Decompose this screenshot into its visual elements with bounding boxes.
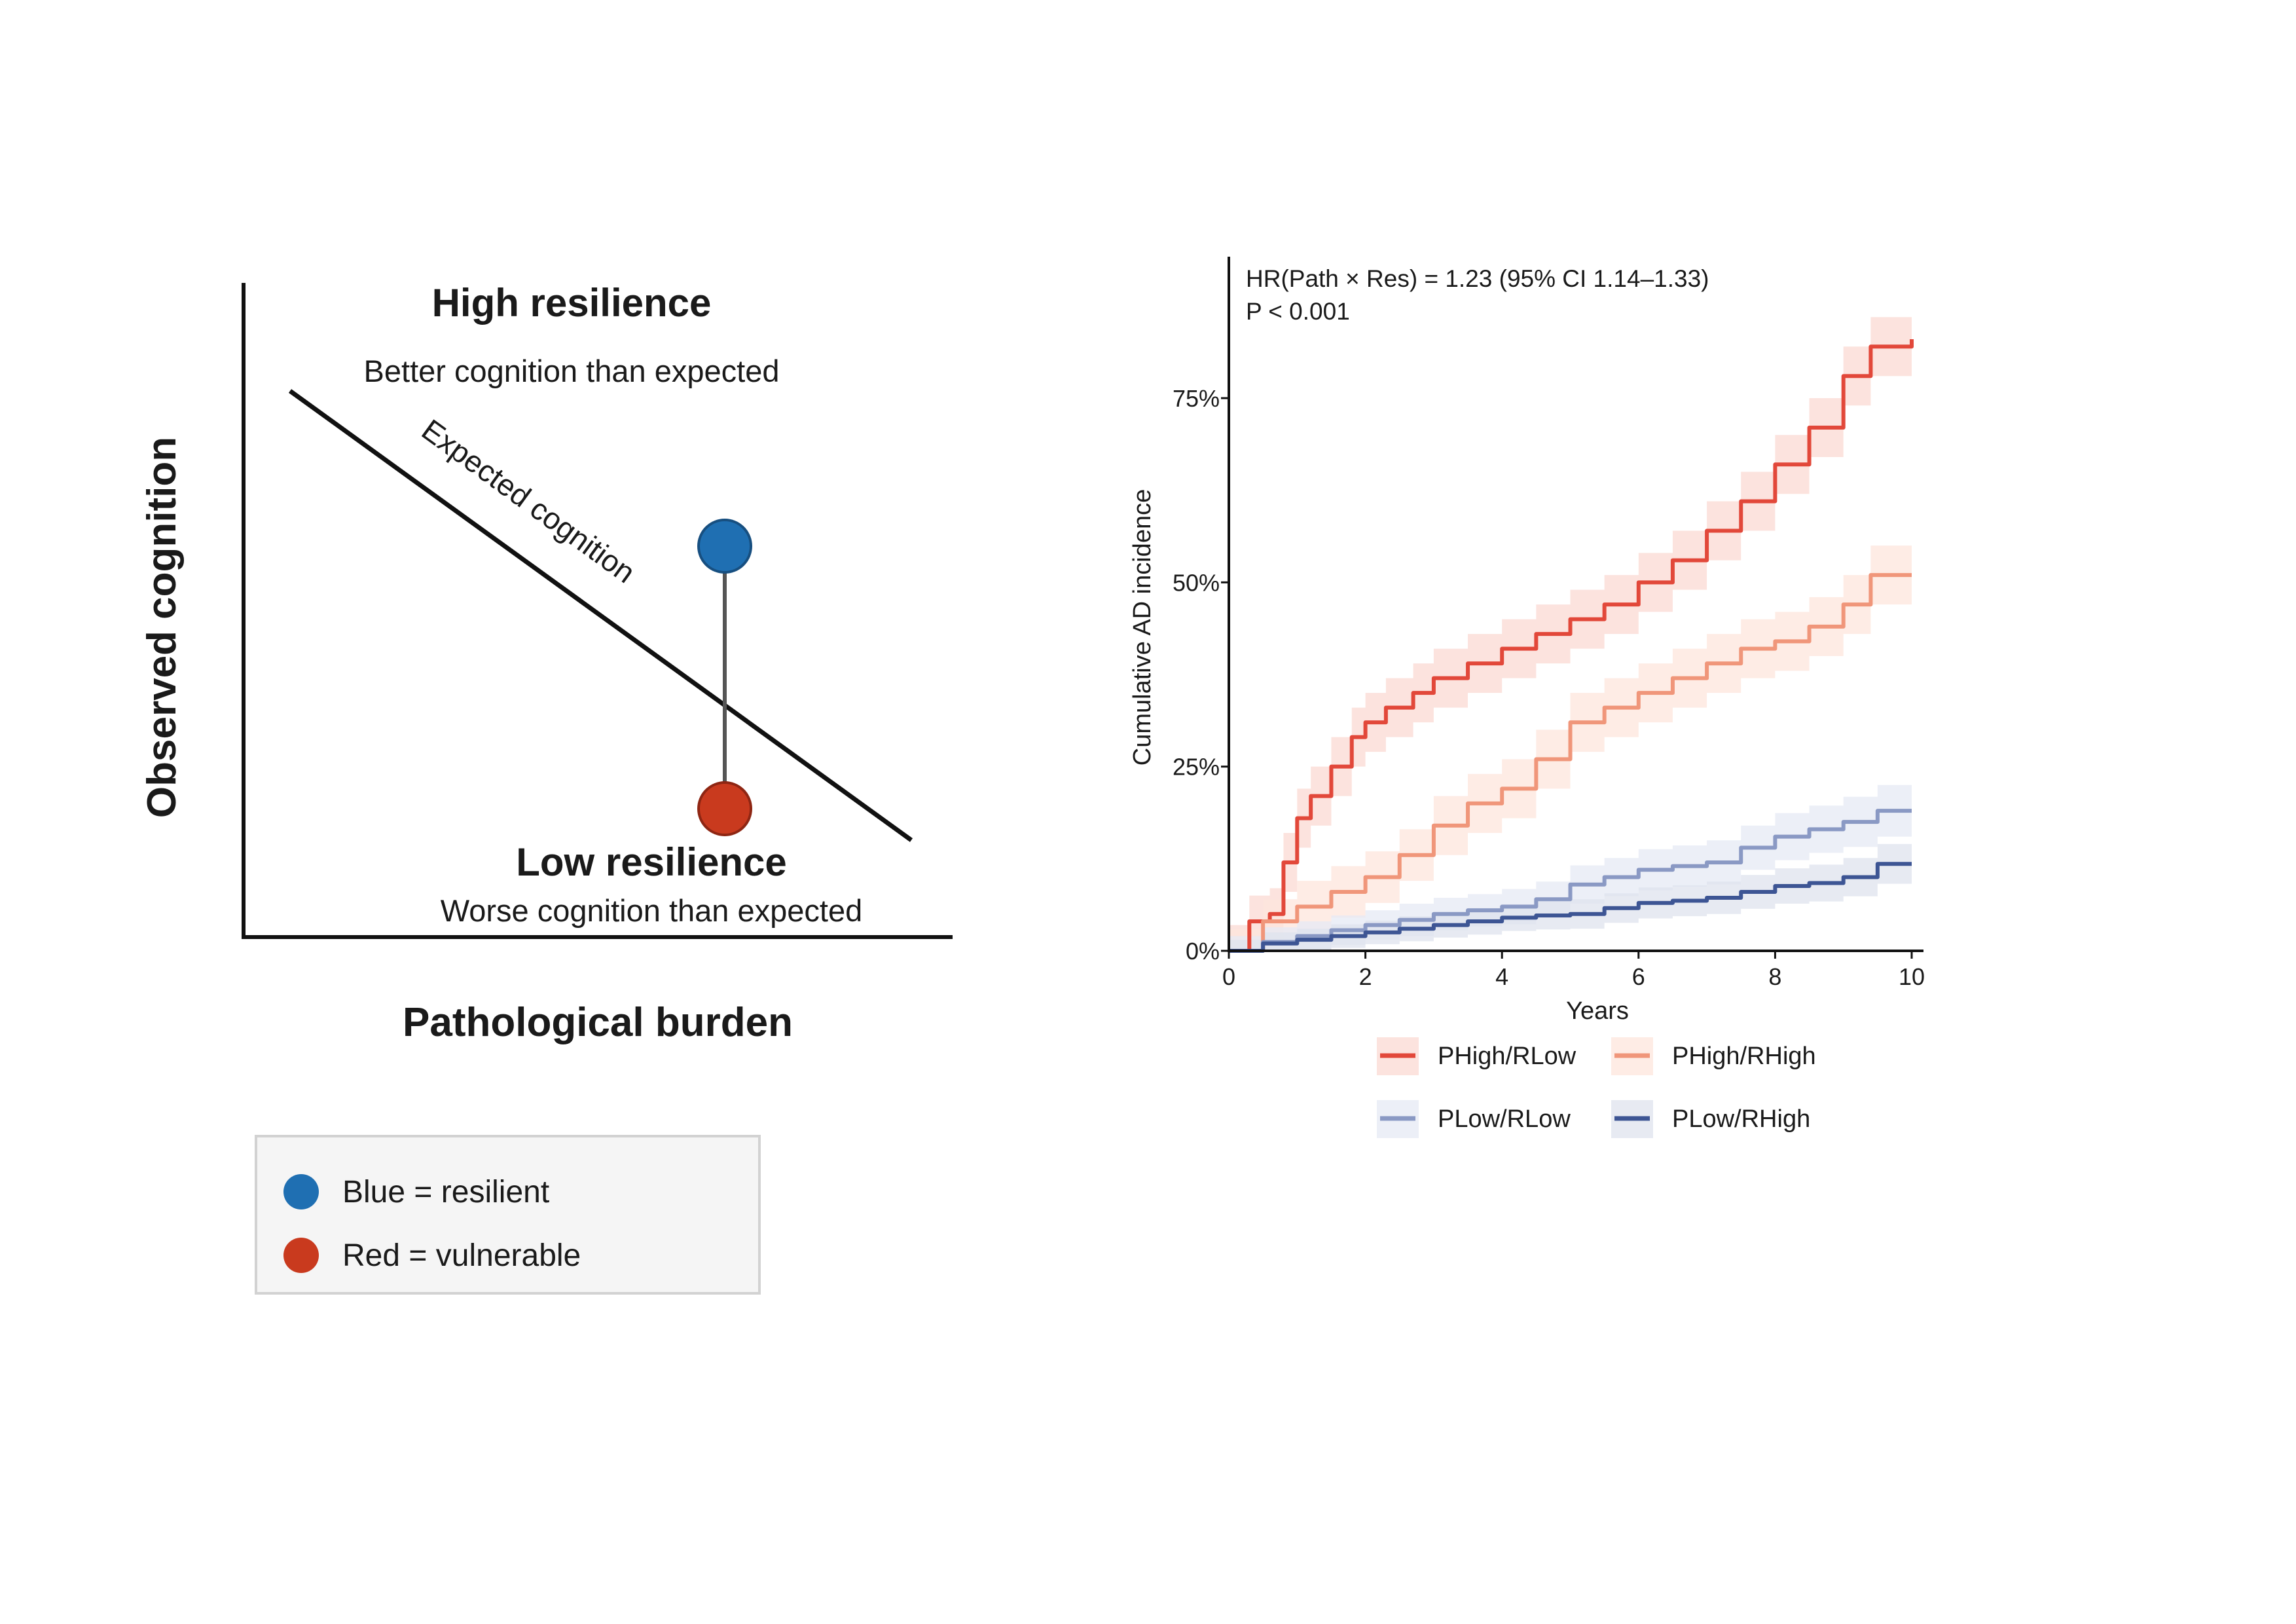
legend-series-label: PHigh/RHigh bbox=[1672, 1043, 1816, 1070]
vulnerable-point bbox=[697, 781, 752, 836]
y-tick-label: 75% bbox=[1173, 385, 1220, 412]
x-tick-label: 8 bbox=[1768, 963, 1781, 990]
series-lines bbox=[1229, 339, 1914, 953]
series-line-phigh-rlow bbox=[1229, 339, 1914, 953]
y-tick-label: 0% bbox=[1186, 938, 1220, 965]
chart-legend-item-plow-rlow: PLow/RLow bbox=[1377, 1100, 1571, 1138]
legend-series-label: PHigh/RLow bbox=[1438, 1043, 1576, 1070]
high-resilience-subtitle: Better cognition than expected bbox=[364, 354, 780, 388]
chart-legend-item-phigh-rhigh: PHigh/RHigh bbox=[1611, 1037, 1816, 1075]
chart-annotation-p: P < 0.001 bbox=[1246, 298, 1350, 325]
chart-legend-item-plow-rhigh: PLow/RHigh bbox=[1611, 1100, 1810, 1138]
x-tick-label: 10 bbox=[1899, 963, 1925, 990]
y-ticks: 0% 25% 50% 75% bbox=[1173, 385, 1229, 965]
incidence-chart: 0% 25% 50% 75% 0 2 4 6 8 10 HR(Path × Res) = 1.2… bbox=[1129, 257, 1925, 1138]
series-line-phigh-rhigh bbox=[1229, 573, 1912, 953]
y-tick-label: 50% bbox=[1173, 569, 1220, 596]
x-tick-label: 0 bbox=[1222, 963, 1235, 990]
chart-annotation-hr: HR(Path × Res) = 1.23 (95% CI 1.14–1.33) bbox=[1246, 265, 1709, 292]
concept-diagram: Observed cognition Pathological burden H… bbox=[139, 281, 953, 1045]
concept-legend: Blue = resilient Red = vulnerable bbox=[255, 1135, 761, 1295]
x-tick-label: 2 bbox=[1359, 963, 1372, 990]
high-resilience-title: High resilience bbox=[432, 281, 712, 325]
legend-series-label: PLow/RHigh bbox=[1672, 1105, 1810, 1133]
low-resilience-subtitle: Worse cognition than expected bbox=[441, 893, 862, 928]
concept-y-label: Observed cognition bbox=[139, 437, 185, 818]
resilient-point bbox=[697, 519, 752, 574]
legend-item-resilient: Blue = resilient bbox=[283, 1172, 549, 1211]
legend-item-vulnerable: Red = vulnerable bbox=[283, 1236, 581, 1275]
red-dot-icon bbox=[283, 1238, 319, 1273]
expected-cognition-line bbox=[288, 389, 913, 842]
concept-x-label: Pathological burden bbox=[403, 1000, 793, 1045]
chart-legend: PHigh/RLow PHigh/RHigh PLow/RLow PLow/RHigh bbox=[1377, 1037, 1816, 1138]
blue-dot-icon bbox=[283, 1174, 319, 1209]
low-resilience-title: Low resilience bbox=[516, 840, 787, 884]
legend-series-label: PLow/RLow bbox=[1438, 1105, 1571, 1133]
series-line-plow-rlow bbox=[1229, 809, 1912, 953]
legend-label-vulnerable: Red = vulnerable bbox=[342, 1238, 581, 1273]
x-tick-label: 6 bbox=[1632, 963, 1645, 990]
x-ticks: 0 2 4 6 8 10 bbox=[1222, 951, 1925, 990]
series-line-plow-rhigh bbox=[1229, 862, 1912, 953]
chart-x-label: Years bbox=[1566, 997, 1629, 1025]
chart-legend-item-phigh-rlow: PHigh/RLow bbox=[1377, 1037, 1576, 1075]
legend-label-resilient: Blue = resilient bbox=[342, 1174, 550, 1209]
chart-y-label: Cumulative AD incidence bbox=[1129, 489, 1156, 766]
band-plow-rlow bbox=[1229, 784, 1912, 951]
x-tick-label: 4 bbox=[1495, 963, 1508, 990]
y-tick-label: 25% bbox=[1173, 754, 1220, 781]
